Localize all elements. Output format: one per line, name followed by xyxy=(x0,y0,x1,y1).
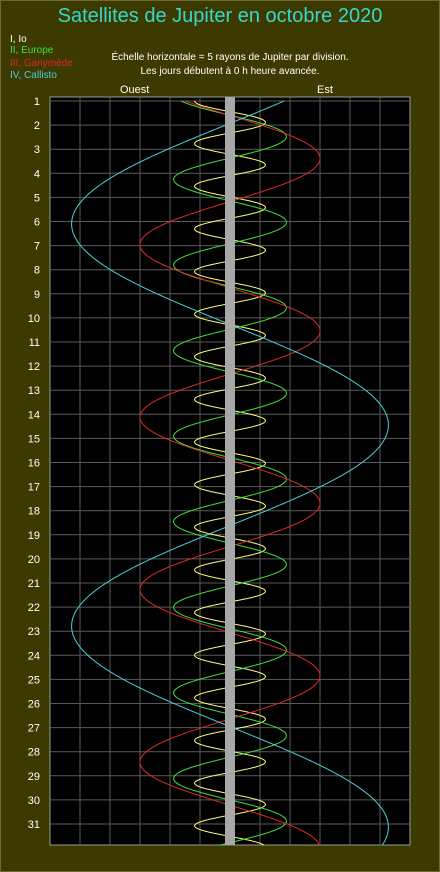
y-tick-label: 6 xyxy=(34,217,40,229)
y-tick-label: 28 xyxy=(28,747,40,759)
y-tick-label: 21 xyxy=(28,578,40,590)
chart-title: Satellites de Jupiter en octobre 2020 xyxy=(57,5,383,27)
y-tick-label: 26 xyxy=(28,699,40,711)
y-tick-label: 14 xyxy=(28,409,40,421)
y-tick-label: 27 xyxy=(28,723,40,735)
satellite-curve-4 xyxy=(71,100,389,846)
y-tick-label: 11 xyxy=(29,337,40,349)
y-tick-label: 13 xyxy=(28,385,40,397)
satellite-curve-1 xyxy=(194,101,266,846)
y-tick-label: 4 xyxy=(34,168,40,180)
chart-subtitle-scale: Échelle horizontale = 5 rayons de Jupite… xyxy=(111,52,349,63)
y-tick-label: 22 xyxy=(28,602,40,614)
y-tick-label: 30 xyxy=(28,795,40,807)
legend-io: I, Io xyxy=(10,34,27,45)
y-tick-label: 15 xyxy=(28,433,40,445)
satellite-curve-2 xyxy=(173,100,287,846)
y-tick-label: 2 xyxy=(34,120,40,132)
west-label: Ouest xyxy=(120,84,150,96)
y-tick-label: 12 xyxy=(28,361,40,373)
y-tick-label: 18 xyxy=(28,506,40,518)
y-tick-label: 29 xyxy=(28,771,40,783)
legend-europe: II, Europe xyxy=(10,45,54,56)
y-tick-label: 24 xyxy=(28,650,40,662)
y-tick-label: 8 xyxy=(34,265,40,277)
y-tick-label: 17 xyxy=(28,482,40,494)
y-tick-label: 16 xyxy=(28,458,40,470)
y-tick-label: 5 xyxy=(34,192,40,204)
legend-callisto: IV, Callisto xyxy=(10,70,57,81)
y-tick-label: 3 xyxy=(34,144,40,156)
y-tick-label: 9 xyxy=(34,289,40,301)
legend-ganymede: III, Ganymède xyxy=(10,58,73,69)
y-tick-label: 7 xyxy=(34,241,40,253)
satellite-curve-3 xyxy=(139,100,321,846)
y-tick-label: 20 xyxy=(28,554,40,566)
y-tick-label: 19 xyxy=(28,530,40,542)
chart-subtitle-time: Les jours débutent à 0 h heure avancée. xyxy=(140,66,320,77)
y-tick-label: 10 xyxy=(28,313,40,325)
y-tick-label: 23 xyxy=(28,626,40,638)
y-tick-label: 31 xyxy=(28,819,40,831)
jupiter-band-front xyxy=(225,97,235,845)
y-tick-label: 1 xyxy=(34,96,40,108)
east-label: Est xyxy=(317,84,333,96)
y-tick-label: 25 xyxy=(28,674,40,686)
